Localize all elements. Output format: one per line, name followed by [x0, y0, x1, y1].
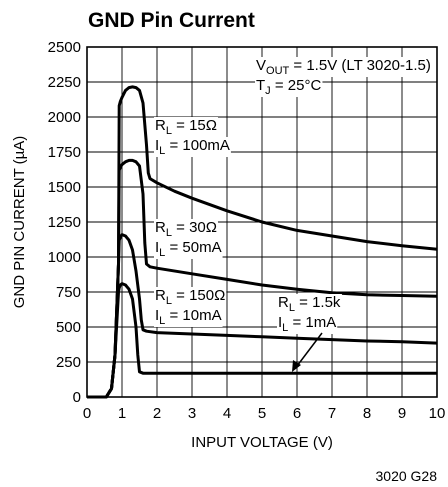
y-tick-label: 1000	[48, 249, 81, 266]
label-background	[255, 57, 432, 77]
x-tick-label: 6	[293, 405, 301, 422]
series-label-i-4: IL = 1mA	[278, 314, 336, 334]
y-tick-label: 2000	[48, 109, 81, 126]
series-label-i-3: IL = 10mA	[155, 307, 222, 327]
x-axis-label: INPUT VOLTAGE (V)	[191, 434, 333, 451]
x-tick-label: 10	[429, 405, 446, 422]
x-tick-label: 1	[118, 405, 126, 422]
annotations: VOUT = 1.5V (LT 3020-1.5)TJ = 25°C RL = 1…	[154, 57, 432, 372]
x-tick-label: 7	[328, 405, 336, 422]
y-tick-label: 500	[56, 319, 81, 336]
label-background	[154, 287, 227, 307]
series-label-r-4: RL = 1.5k	[278, 294, 341, 314]
y-tick-label: 250	[56, 354, 81, 371]
y-tick-label: 1250	[48, 214, 81, 231]
x-tick-label: 5	[258, 405, 266, 422]
label-background	[277, 294, 342, 314]
leader-line	[296, 332, 323, 367]
x-tick-label: 4	[223, 405, 231, 422]
y-axis-ticks: 0 250 500 750 1000 1250 1500 1750 2000 2250 2500	[48, 39, 81, 406]
series-label-i-2: IL = 50mA	[155, 239, 222, 259]
label-background	[154, 117, 218, 137]
x-tick-label: 0	[83, 405, 91, 422]
label-background	[154, 219, 218, 239]
figure-id: 3020 G28	[376, 468, 438, 484]
series-label-r-2: RL = 30Ω	[155, 219, 217, 239]
x-tick-label: 9	[398, 405, 406, 422]
series-label-i-1: IL = 100mA	[155, 137, 230, 157]
y-tick-label: 1750	[48, 144, 81, 161]
series-label-r-1: RL = 15Ω	[155, 117, 217, 137]
x-tick-label: 2	[153, 405, 161, 422]
series-lines	[87, 85, 438, 399]
label-background	[255, 77, 323, 97]
label-background	[154, 137, 231, 157]
x-tick-label: 8	[363, 405, 371, 422]
arrow-head	[292, 360, 301, 372]
label-background	[154, 307, 223, 327]
plot-frame	[86, 46, 438, 398]
x-tick-label: 3	[188, 405, 196, 422]
y-axis-label: GND PIN CURRENT (µA)	[11, 136, 28, 309]
condition-vout: VOUT = 1.5V (LT 3020-1.5)	[256, 57, 431, 77]
series-line-4	[87, 282, 437, 399]
x-axis-ticks: 0 1 2 3 4 5 6 7 8 9 10	[83, 405, 446, 422]
y-tick-label: 2500	[48, 39, 81, 56]
chart-title: GND Pin Current	[88, 9, 255, 32]
label-background	[154, 239, 223, 259]
y-tick-label: 2250	[48, 74, 81, 91]
series-line-3	[87, 233, 438, 399]
y-tick-label: 750	[56, 284, 81, 301]
y-tick-label: 0	[73, 389, 81, 406]
condition-tj: TJ = 25°C	[256, 77, 321, 97]
y-tick-label: 1500	[48, 179, 81, 196]
label-background	[277, 314, 338, 334]
series-label-r-3: RL = 150Ω	[155, 287, 225, 307]
